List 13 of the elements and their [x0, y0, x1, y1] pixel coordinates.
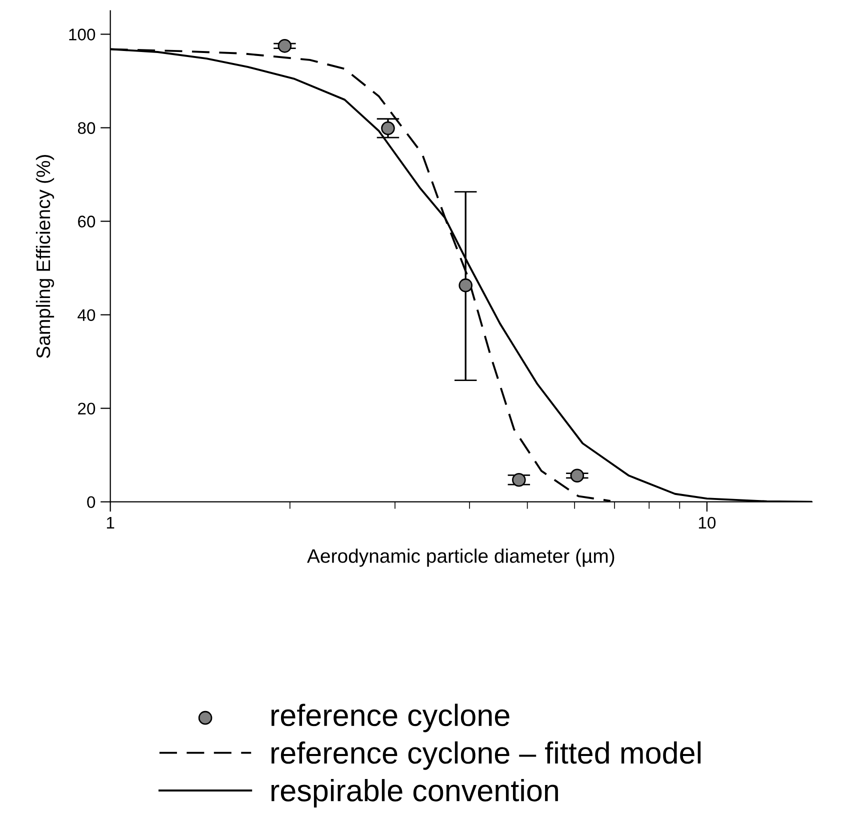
y-tick-label: 0 — [87, 496, 96, 508]
y-tick-label: 100 — [69, 28, 96, 40]
x-axis-title: Aerodynamic particle diameter (µm) — [307, 548, 614, 567]
y-tick-label: 20 — [78, 402, 96, 415]
y-axis-title: Sampling Efficiency (%) — [36, 155, 54, 358]
x-tick-label: 1 — [106, 517, 114, 528]
legend-label: reference cyclone – fitted model — [271, 741, 701, 770]
x-tick-label: 10 — [698, 516, 716, 529]
y-tick-label: 40 — [78, 309, 96, 321]
legend-label: respirable convention — [271, 779, 558, 808]
y-tick-label: 60 — [78, 216, 96, 228]
legend-label: reference cyclone — [271, 704, 510, 732]
y-tick-label: 80 — [78, 122, 96, 134]
